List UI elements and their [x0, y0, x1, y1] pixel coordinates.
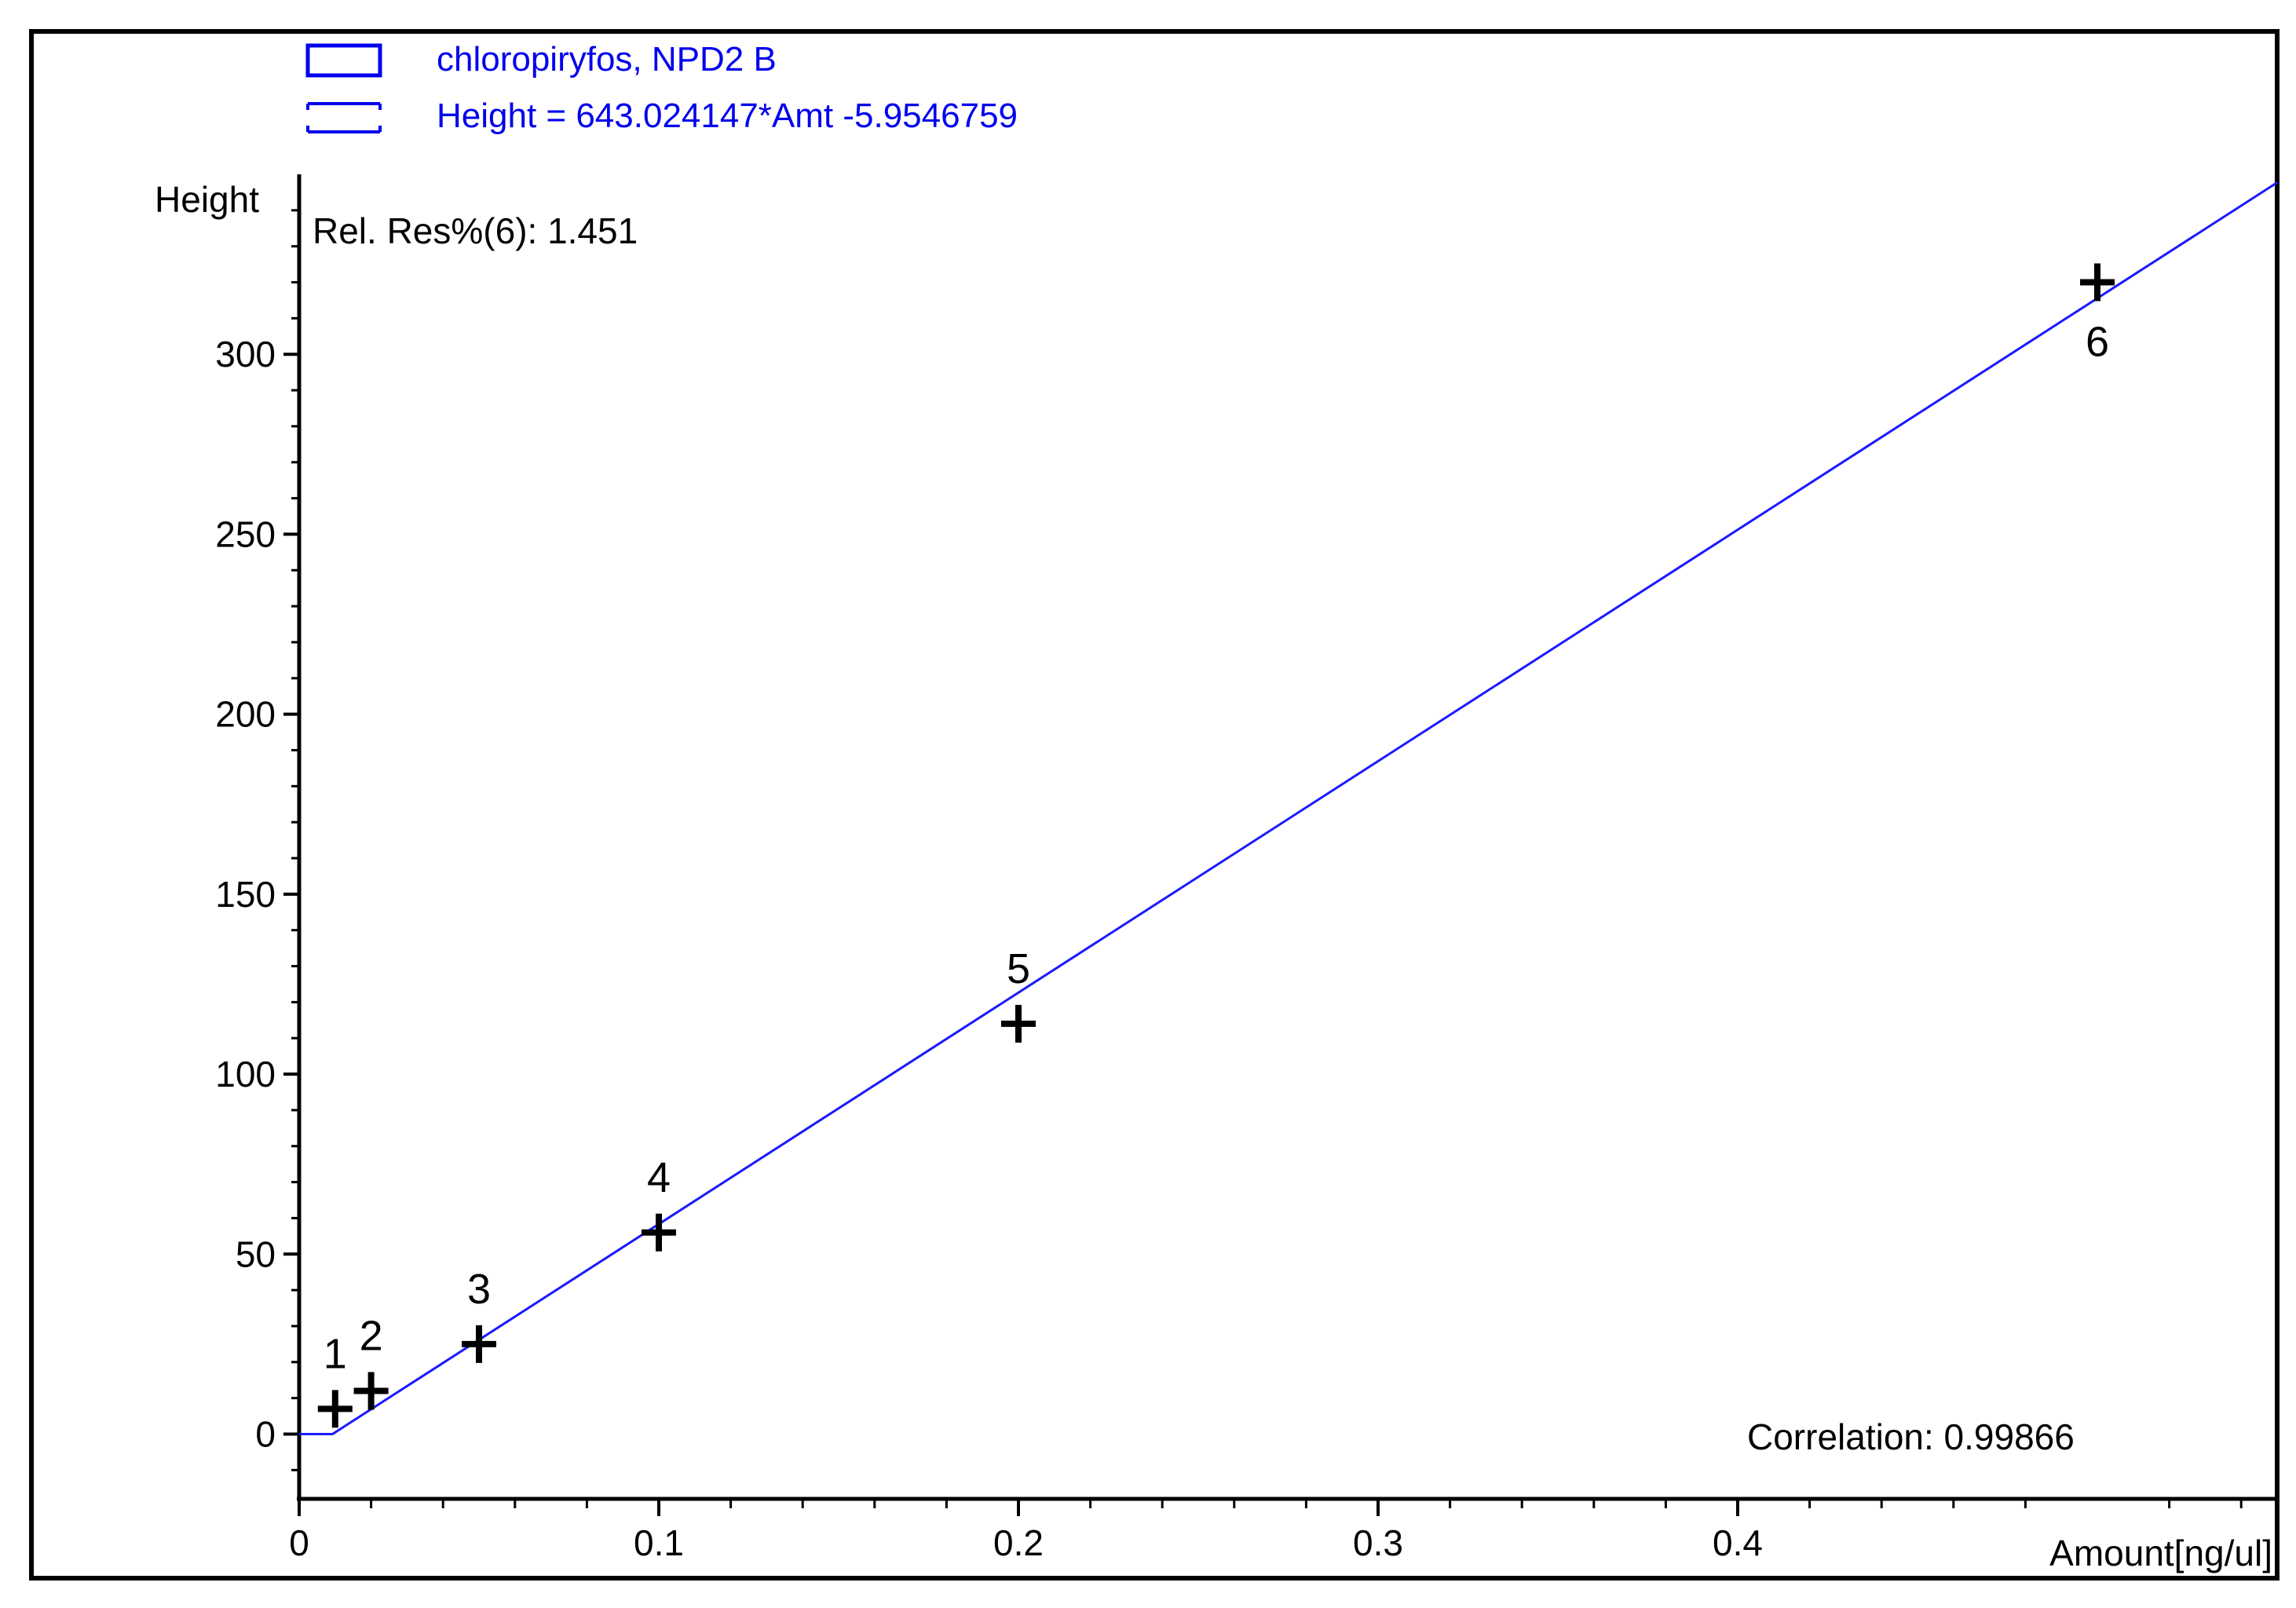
data-point-label: 2: [360, 1312, 383, 1359]
minor-ticks: [291, 209, 2243, 1508]
rel-res-annotation: Rel. Res%(6): 1.451: [313, 210, 638, 251]
y-tick-label: 100: [215, 1054, 276, 1095]
data-point: [2080, 263, 2115, 302]
data-point-label: 3: [467, 1266, 491, 1313]
data-point-label: 1: [324, 1330, 347, 1377]
tick-layer: 0 50 100 150 200 250 300 0 0.1 0.2 0.3 0.4: [215, 334, 1763, 1563]
y-tick-label: 250: [215, 513, 276, 554]
legend-series-label: chloropiryfos, NPD2 B: [437, 40, 777, 79]
fit-line: [299, 181, 2278, 1435]
x-tick-label: 0.3: [1353, 1522, 1403, 1563]
x-axis-label: Amount[ng/ul]: [2049, 1533, 2272, 1573]
data-point: [353, 1372, 389, 1410]
y-axis-label: Height: [155, 179, 259, 220]
data-point: [462, 1325, 496, 1363]
y-tick-label: 300: [215, 334, 276, 375]
data-point: [642, 1213, 676, 1252]
x-tick-label: 0.1: [634, 1522, 684, 1563]
data-point-label: 5: [1007, 945, 1030, 992]
legend-series-swatch: [305, 43, 382, 78]
chart-frame: [29, 29, 2280, 1581]
point-layer: 1 2 3 4 5 6: [317, 263, 2115, 1428]
legend-fit-label: Height = 643.024147*Amt -5.9546759: [437, 97, 1018, 135]
legend-fit-swatch: [306, 102, 382, 133]
x-tick-label: 0.4: [1713, 1522, 1763, 1563]
correlation-annotation: Correlation: 0.99866: [1747, 1416, 2075, 1457]
fit-layer: [299, 181, 2278, 1435]
y-tick-label: 150: [215, 874, 276, 915]
x-tick-label: 0.2: [993, 1522, 1044, 1563]
y-tick-label: 50: [236, 1233, 276, 1274]
data-point: [317, 1390, 353, 1428]
y-tick-label: 200: [215, 694, 276, 735]
data-point-label: 6: [2086, 319, 2109, 366]
data-point: [1001, 1004, 1036, 1043]
x-tick-label: 0: [289, 1522, 309, 1563]
y-tick-label: 0: [255, 1413, 276, 1454]
data-point-label: 4: [647, 1154, 671, 1201]
